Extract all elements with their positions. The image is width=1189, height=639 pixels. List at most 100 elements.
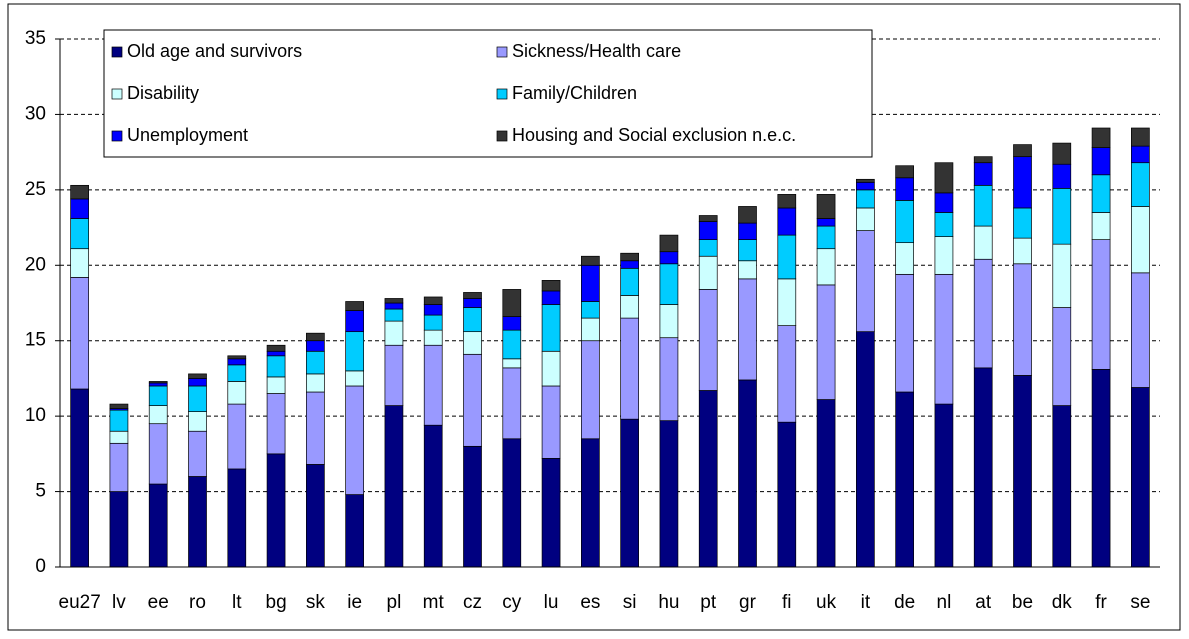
bar-segment: [1091, 147, 1111, 176]
bar-segment: [1013, 375, 1032, 568]
bar-segment: [266, 355, 286, 378]
bar-segment: [502, 367, 522, 440]
bar-segment: [895, 177, 914, 201]
bar-segment: [384, 344, 404, 406]
bar-segment: [895, 273, 914, 393]
bar-segment: [502, 438, 522, 568]
bar-segment: [973, 225, 993, 260]
x-tick-label: eu27: [59, 592, 101, 613]
y-tick-label: 30: [25, 103, 46, 124]
bar-segment: [227, 364, 247, 382]
bar-segment: [620, 260, 639, 269]
bar-segment: [306, 332, 325, 342]
bar-segment: [698, 390, 718, 568]
bar-segment: [109, 491, 129, 568]
bar-segment: [777, 325, 797, 423]
bar-segment: [856, 230, 875, 333]
x-tick-label: mt: [423, 592, 445, 613]
bar-segment: [777, 278, 797, 326]
bar-segment: [502, 289, 522, 317]
bar-segment: [659, 251, 679, 265]
x-tick-label: fr: [1095, 592, 1107, 613]
x-tick-label: fi: [782, 592, 792, 613]
bar-segment: [227, 381, 247, 405]
bar-segment: [306, 464, 325, 568]
legend-swatch: [496, 46, 508, 58]
bar-segment: [345, 494, 364, 568]
x-tick-label: cy: [502, 592, 522, 613]
x-tick-label: de: [894, 592, 915, 613]
bar-segment: [620, 252, 639, 262]
bar-segment: [1052, 307, 1072, 406]
bar-segment: [738, 239, 757, 262]
bar-segment: [1131, 272, 1150, 388]
bar-segment: [698, 221, 718, 240]
bar-segment: [973, 258, 993, 369]
bar-segment: [620, 267, 639, 296]
bar-segment: [895, 242, 914, 275]
bar-segment: [463, 445, 482, 568]
bar-segment: [895, 165, 914, 179]
bar-segment: [934, 212, 954, 237]
bar-segment: [973, 156, 993, 164]
legend-swatch: [111, 88, 123, 100]
bar-segment: [659, 337, 679, 422]
bar-segment: [266, 453, 286, 568]
legend-swatch: [111, 46, 123, 58]
bar-segment: [856, 181, 875, 191]
bar-segment: [1091, 127, 1111, 148]
bar-segment: [109, 409, 129, 432]
legend-label: Family/Children: [512, 83, 637, 103]
x-tick-label: dk: [1052, 592, 1073, 613]
bar-segment: [1091, 369, 1111, 568]
bar-segment: [934, 192, 954, 213]
y-tick-label: 15: [25, 330, 46, 351]
bar-segment: [541, 385, 561, 459]
bar-segment: [148, 381, 168, 384]
bar-segment: [1052, 187, 1072, 245]
bar-segment: [1052, 142, 1072, 165]
bar-segment: [856, 207, 875, 231]
bar-segment: [698, 239, 718, 257]
legend-swatch: [496, 88, 508, 100]
y-tick-label: 25: [25, 179, 46, 200]
legend-label: Disability: [127, 83, 199, 103]
bar-segment: [148, 405, 168, 425]
bar-segment: [581, 340, 600, 440]
bar-segment: [1013, 144, 1032, 158]
bar-segment: [70, 248, 89, 278]
bar-segment: [1091, 174, 1111, 213]
bar-segment: [541, 350, 561, 387]
x-tick-label: lt: [232, 592, 242, 613]
bar-segment: [1013, 156, 1032, 209]
bar-segment: [620, 317, 639, 420]
bar-segment: [1013, 207, 1032, 239]
x-tick-label: at: [975, 592, 992, 613]
bar-segment: [541, 290, 561, 305]
bar-segment: [384, 302, 404, 310]
bar-segment: [266, 350, 286, 357]
bar-segment: [816, 248, 836, 286]
bar-segment: [423, 424, 443, 568]
bar-segment: [973, 184, 993, 227]
bar-segment: [188, 378, 207, 387]
bar-segment: [698, 215, 718, 222]
bar-segment: [816, 284, 836, 400]
bar-segment: [777, 194, 797, 209]
bar-segment: [581, 301, 600, 319]
legend-swatch: [111, 130, 123, 142]
bar-segment: [227, 355, 247, 360]
bar-segment: [1091, 212, 1111, 240]
bar-segment: [1131, 162, 1150, 207]
bar-segment: [581, 255, 600, 266]
x-tick-label: hu: [658, 592, 679, 613]
bar-segment: [306, 340, 325, 352]
bar-segment: [423, 296, 443, 305]
bar-segment: [70, 184, 89, 200]
bar-segment: [1131, 387, 1150, 568]
bar-segment: [659, 420, 679, 568]
x-tick-label: se: [1130, 592, 1150, 613]
bar-segment: [738, 206, 757, 224]
bar-segment: [1013, 263, 1032, 376]
